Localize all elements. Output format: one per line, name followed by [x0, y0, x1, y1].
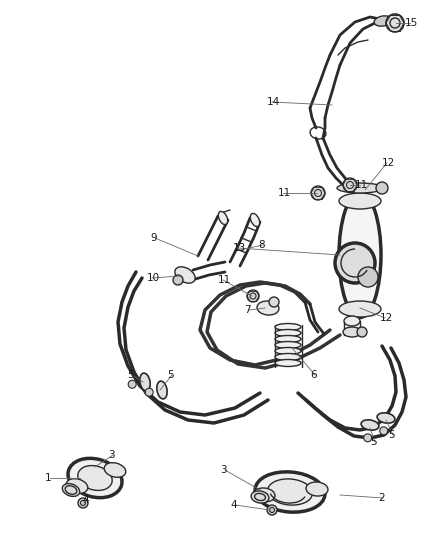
Ellipse shape [175, 267, 195, 283]
Circle shape [247, 290, 259, 302]
Ellipse shape [275, 348, 301, 354]
Ellipse shape [218, 212, 228, 224]
Circle shape [357, 327, 367, 337]
Ellipse shape [62, 483, 80, 496]
Circle shape [145, 388, 153, 396]
Circle shape [364, 434, 372, 442]
Ellipse shape [275, 353, 301, 360]
Circle shape [335, 243, 375, 283]
Text: 8: 8 [258, 240, 265, 250]
Circle shape [128, 380, 136, 388]
Ellipse shape [339, 193, 381, 209]
Text: 1: 1 [45, 473, 52, 483]
Ellipse shape [374, 16, 392, 26]
Ellipse shape [306, 482, 328, 496]
Text: 11: 11 [355, 180, 368, 190]
Ellipse shape [377, 413, 395, 423]
Text: 15: 15 [405, 18, 418, 28]
Ellipse shape [344, 316, 360, 326]
Ellipse shape [275, 329, 301, 336]
Text: 12: 12 [380, 313, 393, 323]
Circle shape [343, 178, 357, 192]
Circle shape [386, 14, 404, 32]
Ellipse shape [275, 359, 301, 367]
Ellipse shape [68, 458, 122, 498]
Circle shape [173, 275, 183, 285]
Text: 3: 3 [108, 450, 115, 460]
Text: 2: 2 [378, 493, 385, 503]
Circle shape [376, 182, 388, 194]
Text: 4: 4 [82, 495, 88, 505]
Ellipse shape [66, 479, 88, 494]
Text: 14: 14 [267, 97, 280, 107]
Text: 4: 4 [230, 500, 237, 510]
Ellipse shape [339, 192, 381, 318]
Ellipse shape [275, 342, 301, 349]
Ellipse shape [251, 213, 260, 227]
Text: 3: 3 [220, 465, 226, 475]
Ellipse shape [275, 324, 301, 330]
Ellipse shape [337, 183, 383, 193]
Text: 9: 9 [150, 233, 157, 243]
Ellipse shape [275, 335, 301, 343]
Text: 5: 5 [370, 437, 377, 447]
Text: 5: 5 [167, 370, 173, 380]
Text: 5: 5 [127, 370, 134, 380]
Text: 10: 10 [147, 273, 160, 283]
Ellipse shape [157, 381, 167, 399]
Text: 6: 6 [310, 370, 317, 380]
Ellipse shape [343, 327, 361, 337]
Ellipse shape [253, 488, 275, 502]
Circle shape [269, 297, 279, 307]
Ellipse shape [140, 373, 150, 391]
Text: 11: 11 [278, 188, 291, 198]
Circle shape [267, 505, 277, 515]
Text: 13: 13 [233, 243, 246, 253]
Ellipse shape [268, 479, 312, 505]
Ellipse shape [78, 465, 112, 490]
Text: 5: 5 [388, 430, 395, 440]
Circle shape [358, 267, 378, 287]
Circle shape [380, 427, 388, 435]
Text: 12: 12 [382, 158, 395, 168]
Ellipse shape [257, 301, 279, 315]
Ellipse shape [255, 472, 325, 512]
Ellipse shape [251, 491, 269, 503]
Ellipse shape [361, 420, 379, 430]
Ellipse shape [104, 463, 126, 478]
Ellipse shape [339, 301, 381, 317]
Text: 11: 11 [218, 275, 231, 285]
Text: 7: 7 [244, 305, 251, 315]
Circle shape [311, 186, 325, 200]
Circle shape [78, 498, 88, 508]
